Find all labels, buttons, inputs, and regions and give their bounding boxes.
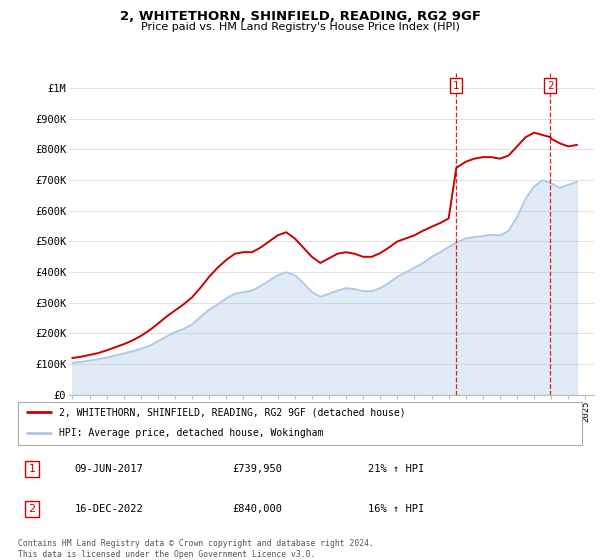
Text: 16% ↑ HPI: 16% ↑ HPI (368, 505, 424, 514)
Text: 09-JUN-2017: 09-JUN-2017 (74, 464, 143, 474)
Text: 1: 1 (29, 464, 35, 474)
Text: Contains HM Land Registry data © Crown copyright and database right 2024.
This d: Contains HM Land Registry data © Crown c… (18, 539, 374, 559)
Text: 2: 2 (547, 81, 554, 91)
Text: £840,000: £840,000 (232, 505, 283, 514)
Text: 1: 1 (453, 81, 460, 91)
Text: £739,950: £739,950 (232, 464, 283, 474)
Text: 2, WHITETHORN, SHINFIELD, READING, RG2 9GF (detached house): 2, WHITETHORN, SHINFIELD, READING, RG2 9… (59, 408, 405, 417)
Text: 2, WHITETHORN, SHINFIELD, READING, RG2 9GF: 2, WHITETHORN, SHINFIELD, READING, RG2 9… (119, 10, 481, 23)
Text: 16-DEC-2022: 16-DEC-2022 (74, 505, 143, 514)
Text: 21% ↑ HPI: 21% ↑ HPI (368, 464, 424, 474)
Text: 2: 2 (29, 505, 35, 514)
Text: Price paid vs. HM Land Registry's House Price Index (HPI): Price paid vs. HM Land Registry's House … (140, 22, 460, 32)
Text: HPI: Average price, detached house, Wokingham: HPI: Average price, detached house, Woki… (59, 428, 323, 438)
